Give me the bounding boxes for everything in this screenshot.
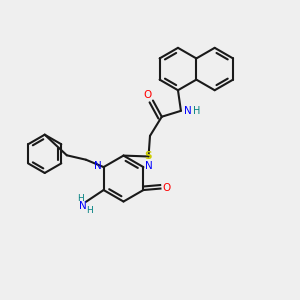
Text: O: O [143,90,152,100]
Text: N: N [184,106,192,116]
Text: S: S [145,152,152,161]
Text: H: H [194,106,201,116]
Text: N: N [94,161,102,172]
Text: H: H [77,194,84,203]
Text: N: N [145,161,153,172]
Text: O: O [162,183,170,193]
Text: N: N [79,201,87,211]
Text: H: H [86,206,93,214]
